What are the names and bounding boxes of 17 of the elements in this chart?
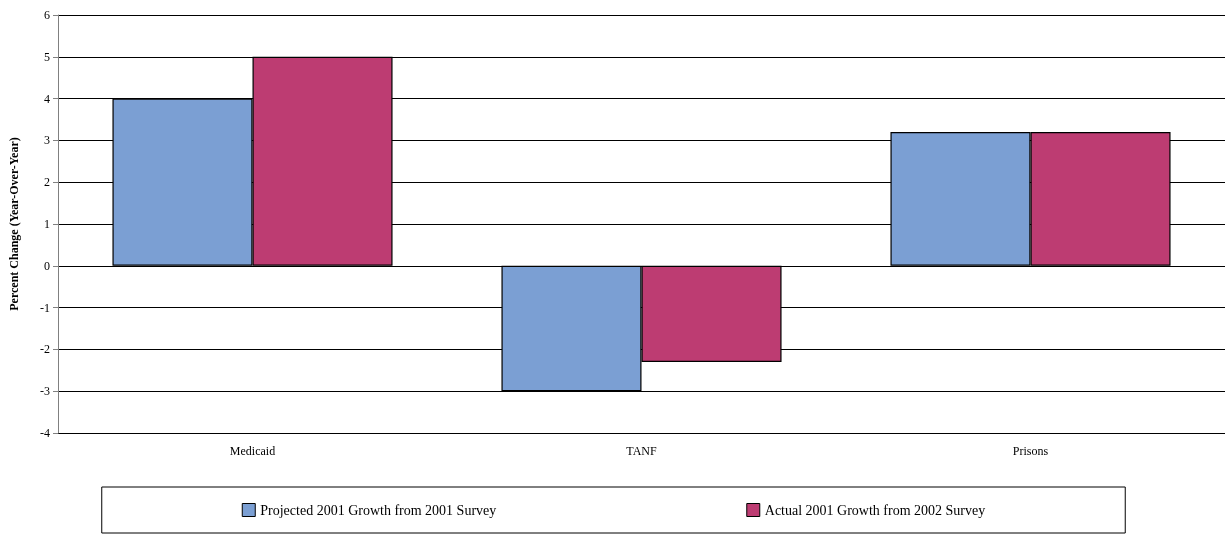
y-tick-label: 6 [44, 8, 50, 22]
y-tick-label: -2 [40, 342, 50, 357]
legend-label: Projected 2001 Growth from 2001 Survey [260, 502, 497, 518]
y-tick-label: 5 [44, 49, 50, 64]
y-tick-label: -3 [40, 384, 50, 399]
y-tick-label: -1 [40, 300, 50, 315]
x-tick-label: Prisons [1012, 444, 1049, 458]
y-tick-label: 4 [44, 91, 50, 106]
y-tick-label: 0 [44, 258, 50, 273]
y-tick-label: 1 [44, 217, 50, 231]
y-tick-label: 3 [44, 133, 50, 148]
legend-label: Actual 2001 Growth from 2002 Survey [764, 502, 986, 518]
x-tick-label: TANF [626, 444, 658, 458]
x-tick-label: Medicaid [229, 444, 276, 458]
y-tick-label: 2 [44, 175, 50, 190]
y-tick-label: -4 [40, 426, 50, 440]
y-axis-title: Percent Change (Year-Over-Year) [7, 137, 21, 311]
